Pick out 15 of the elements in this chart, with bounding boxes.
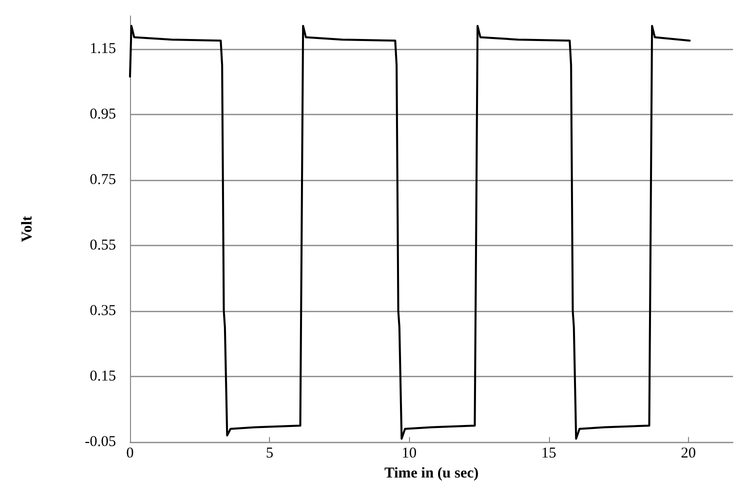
x-axis-title: Time in (u sec): [384, 465, 479, 482]
y-tick-label: 0.95: [90, 106, 116, 122]
y-tick-label: -0.05: [84, 434, 116, 450]
line-series: [129, 24, 691, 440]
y-tick-label: 1.15: [90, 40, 116, 57]
y-tick-label: 0.55: [90, 237, 116, 254]
y-tick-label: 0.75: [90, 172, 116, 188]
x-tick-label: 10: [402, 446, 417, 462]
y-tick-label: 0.15: [90, 368, 116, 384]
x-tick-label: 15: [541, 446, 556, 462]
x-tick-label: 5: [266, 446, 274, 462]
x-tick-label: 0: [126, 446, 134, 462]
x-tick-label: 20: [680, 446, 696, 462]
y-axis-title: Volt: [20, 216, 36, 242]
y-tick-label: 0.35: [90, 302, 116, 319]
